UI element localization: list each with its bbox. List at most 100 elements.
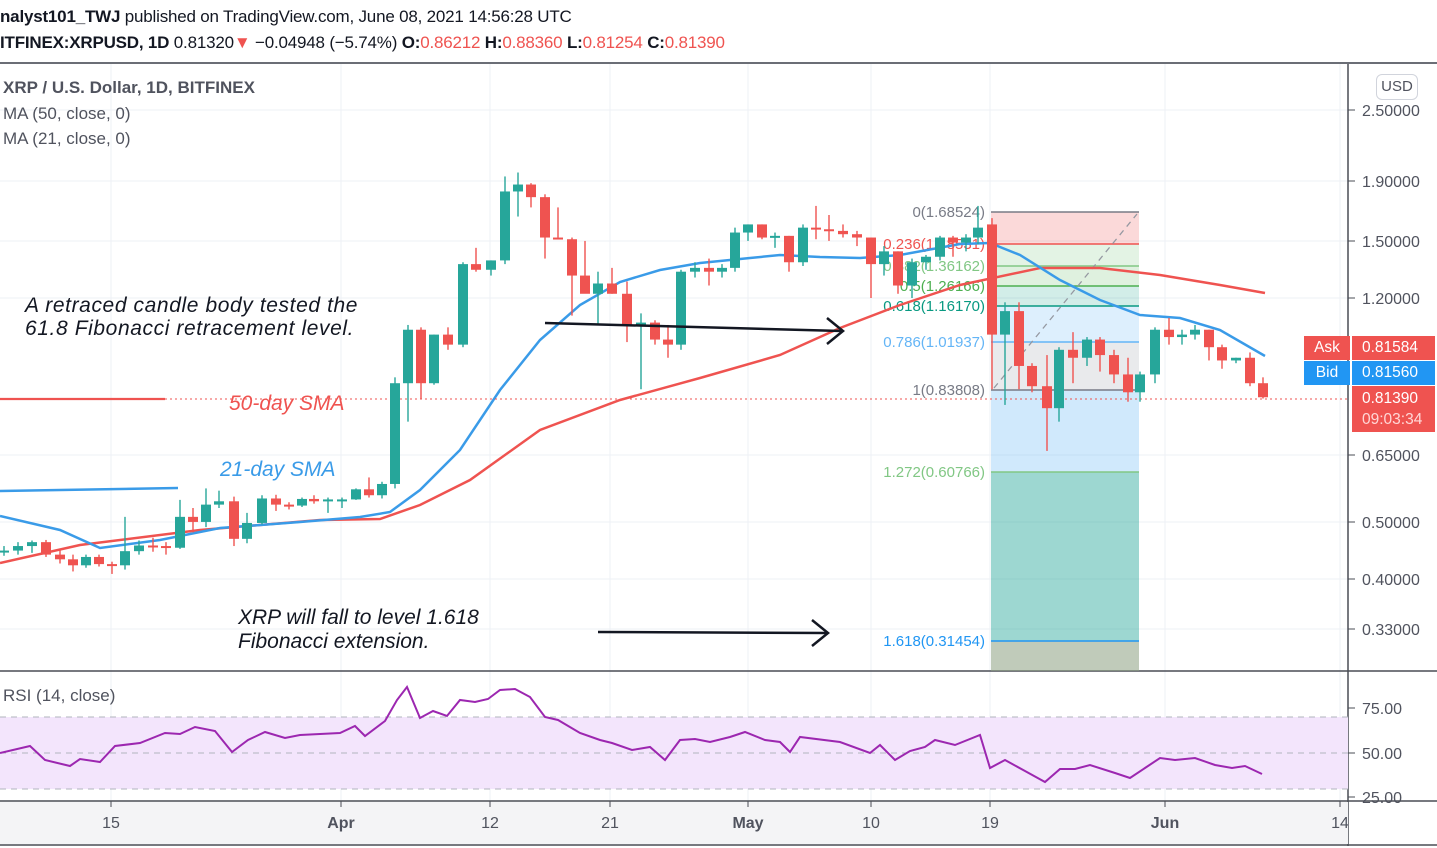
open-label: O: bbox=[401, 33, 421, 52]
candle-body bbox=[676, 271, 686, 345]
symbol-legend-title[interactable]: XRP / U.S. Dollar, 1D, BITFINEX bbox=[3, 78, 255, 97]
ask-price-tag: 0.81584 bbox=[1352, 336, 1435, 360]
candle-body bbox=[1204, 329, 1214, 348]
last-price-tag: 0.81390 09:03:34 bbox=[1352, 386, 1435, 432]
candle-body bbox=[364, 489, 374, 496]
candle-body bbox=[593, 283, 603, 294]
candle-body bbox=[690, 267, 700, 272]
fib-level-label: 1.618(0.31454) bbox=[883, 633, 985, 650]
candle-body bbox=[852, 234, 862, 238]
ma21-legend[interactable]: MA (21, close, 0) bbox=[3, 129, 131, 148]
candle-body bbox=[580, 275, 590, 294]
fib-zone bbox=[991, 244, 1139, 266]
candle-body bbox=[784, 235, 794, 263]
open-value: 0.86212 bbox=[420, 33, 481, 52]
time-tick-label: 12 bbox=[481, 815, 499, 832]
last-price: 0.81320 bbox=[173, 33, 234, 52]
bar-countdown: 09:03:34 bbox=[1362, 411, 1423, 428]
fib-zone bbox=[991, 286, 1139, 306]
time-tick-label: 10 bbox=[862, 815, 880, 832]
candle-body bbox=[458, 264, 468, 345]
candle-body bbox=[297, 498, 307, 506]
published-text: published on TradingView.com, June 08, 2… bbox=[124, 7, 572, 26]
rsi-tick-label: 75.00 bbox=[1362, 701, 1402, 718]
rsi-line bbox=[0, 685, 1263, 784]
candle-body bbox=[513, 184, 523, 192]
candle-body bbox=[443, 334, 453, 345]
rsi-legend[interactable]: RSI (14, close) bbox=[3, 686, 116, 705]
candle-body bbox=[161, 546, 171, 549]
candle-body bbox=[81, 556, 91, 566]
low-label: L: bbox=[566, 33, 583, 52]
candle-body bbox=[730, 232, 740, 268]
price-change: −0.04948 (−5.74%) bbox=[255, 33, 398, 52]
ma50-legend[interactable]: MA (50, close, 0) bbox=[3, 104, 131, 123]
time-tick-label: 14 bbox=[1331, 815, 1349, 832]
fib-level-label: 1.272(0.60766) bbox=[883, 464, 985, 481]
currency-button[interactable]: USD bbox=[1376, 74, 1418, 100]
candle-body bbox=[214, 501, 224, 505]
time-tick-label: May bbox=[732, 815, 763, 832]
time-tick-label: Apr bbox=[327, 815, 355, 832]
candle-body bbox=[663, 339, 673, 345]
candle-body bbox=[553, 237, 563, 240]
candle-body bbox=[1231, 357, 1241, 361]
retracement-annotation-line1: A retraced candle body tested the bbox=[25, 294, 359, 317]
candle-body bbox=[1095, 339, 1105, 356]
bid-label: Bid bbox=[1304, 361, 1350, 385]
publisher-name[interactable]: nalyst101_TWJ bbox=[0, 7, 121, 26]
time-axis-bg bbox=[0, 802, 1348, 844]
candle-body bbox=[1150, 329, 1160, 375]
candle-body bbox=[798, 227, 808, 263]
candle-body bbox=[148, 545, 158, 548]
candle-body bbox=[770, 235, 780, 238]
candle-body bbox=[1135, 374, 1145, 393]
candle-body bbox=[257, 498, 267, 523]
extension-annotation: XRP will fall to level 1.618 Fibonacci e… bbox=[238, 606, 479, 654]
rsi-tick-label: 50.00 bbox=[1362, 746, 1402, 763]
fib-level-label: 0(1.68524) bbox=[912, 204, 985, 221]
time-tick-label: 15 bbox=[102, 815, 120, 832]
sma21-legend-line bbox=[0, 486, 179, 493]
candle-body bbox=[540, 197, 550, 238]
publish-header: nalyst101_TWJ published on TradingView.c… bbox=[0, 0, 1437, 62]
price-tick-label: 1.90000 bbox=[1362, 174, 1420, 191]
candle-body bbox=[242, 522, 252, 539]
candle-body bbox=[471, 264, 481, 270]
price-tick-label: 0.50000 bbox=[1362, 515, 1420, 532]
extension-annotation-line1: XRP will fall to level 1.618 bbox=[238, 606, 479, 629]
fib-retracement[interactable]: 0(1.68524)0.236(1.48531)0.382(1.36162)0.… bbox=[883, 204, 1139, 671]
candle-body bbox=[921, 256, 931, 263]
down-arrow-icon: ▼ bbox=[233, 33, 251, 52]
candle-body bbox=[1068, 349, 1078, 358]
header-divider bbox=[0, 62, 1437, 64]
price-tick-label: 1.20000 bbox=[1362, 291, 1420, 308]
arrow-head-icon bbox=[811, 619, 830, 647]
rsi-pane bbox=[0, 685, 1348, 790]
candle-body bbox=[351, 489, 361, 500]
candle-body bbox=[55, 554, 65, 560]
close-label: C: bbox=[647, 33, 665, 52]
candle-body bbox=[567, 239, 577, 276]
candle-body bbox=[1082, 339, 1092, 358]
arrow-head-icon bbox=[826, 317, 845, 345]
candle-body bbox=[201, 504, 211, 522]
price-tick-label: 2.50000 bbox=[1362, 103, 1420, 120]
candle-body bbox=[1245, 357, 1255, 384]
candlesticks bbox=[0, 172, 1268, 574]
annotation-arrows bbox=[544, 317, 845, 647]
candle-body bbox=[973, 227, 983, 238]
candle-body bbox=[1014, 311, 1024, 366]
fib-zone bbox=[991, 390, 1139, 472]
price-tick-label: 0.40000 bbox=[1362, 572, 1420, 589]
candle-body bbox=[0, 550, 9, 553]
fib-zone bbox=[991, 212, 1139, 244]
time-tick-label: Jun bbox=[1151, 815, 1179, 832]
moving-averages bbox=[0, 241, 1348, 565]
high-value: 0.88360 bbox=[502, 33, 563, 52]
candle-body bbox=[323, 499, 333, 502]
candle-body bbox=[838, 230, 848, 235]
candle-body bbox=[94, 556, 104, 565]
candle-body bbox=[1177, 334, 1187, 338]
